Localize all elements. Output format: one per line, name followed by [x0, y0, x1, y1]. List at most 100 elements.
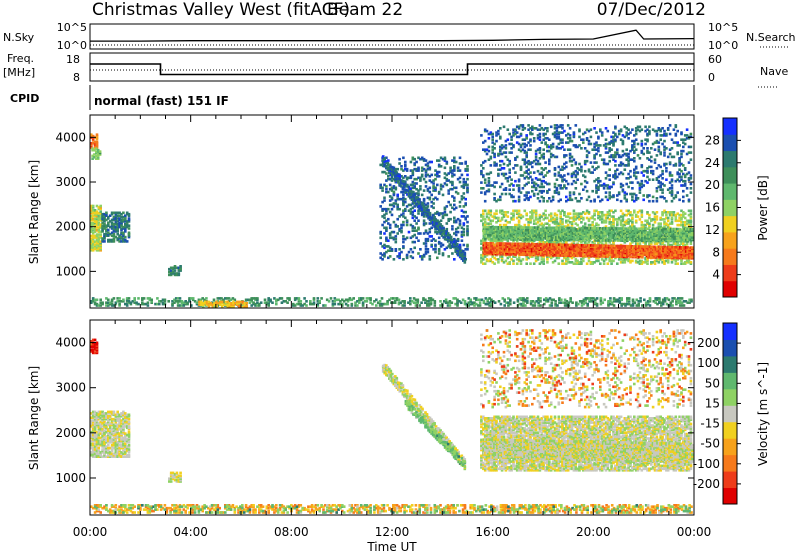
data-cell: [644, 243, 647, 247]
data-cell: [431, 220, 435, 224]
data-cell: [666, 211, 670, 214]
data-cell: [612, 223, 615, 227]
data-cell: [107, 234, 110, 237]
data-cell: [644, 301, 648, 304]
data-cell: [570, 261, 574, 264]
data-cell: [415, 187, 418, 191]
data-cell: [682, 179, 685, 183]
data-cell: [485, 129, 489, 133]
data-cell: [107, 240, 110, 243]
data-cell: [636, 261, 640, 264]
data-cell: [387, 177, 390, 181]
data-cell: [661, 134, 664, 137]
data-cell: [588, 298, 591, 302]
data-cell: [292, 304, 295, 307]
data-cell: [163, 298, 167, 302]
data-cell: [415, 177, 418, 181]
data-cell: [310, 302, 314, 306]
data-cell: [503, 250, 507, 253]
data-cell: [578, 192, 581, 196]
data-cell: [394, 237, 398, 241]
data-cell: [431, 298, 435, 302]
data-cell: [409, 160, 413, 164]
data-cell: [213, 304, 216, 308]
data-cell: [568, 221, 572, 224]
data-cell: [529, 171, 532, 174]
data-cell: [97, 227, 101, 231]
data-cell: [687, 178, 691, 181]
data-cell: [640, 209, 644, 213]
data-cell: [439, 228, 442, 232]
data-cell: [531, 300, 535, 303]
data-cell: [604, 216, 608, 220]
data-cell: [650, 261, 653, 264]
data-cell: [512, 212, 515, 215]
data-cell: [657, 141, 661, 144]
data-cell: [409, 169, 413, 172]
data-cell: [591, 262, 594, 265]
data-cell: [495, 164, 498, 167]
data-cell: [621, 261, 625, 264]
data-cell: [527, 162, 530, 166]
data-cell: [585, 198, 589, 202]
data-cell: [612, 298, 616, 302]
data-cell: [436, 159, 439, 162]
power-scatter-cells: [90, 124, 694, 308]
data-cell: [575, 301, 578, 304]
data-cell: [544, 297, 548, 300]
data-cell: [451, 183, 454, 187]
data-cell: [385, 190, 388, 194]
data-cell: [610, 302, 614, 306]
data-cell: [434, 221, 438, 225]
data-cell: [502, 245, 505, 248]
data-cell: [651, 128, 655, 131]
data-cell: [636, 154, 640, 157]
data-cell: [639, 297, 642, 300]
data-cell: [678, 161, 681, 164]
data-cell: [141, 301, 144, 304]
data-cell: [658, 300, 661, 303]
data-cell: [453, 159, 456, 162]
data-cell: [441, 193, 445, 197]
data-cell: [502, 167, 506, 170]
data-cell: [600, 131, 604, 134]
data-cell: [455, 252, 459, 255]
data-cell: [532, 171, 536, 174]
data-cell: [655, 139, 659, 143]
data-cell: [489, 258, 493, 261]
data-cell: [509, 246, 513, 250]
data-cell: [380, 302, 384, 306]
data-cell: [576, 145, 579, 149]
data-cell: [96, 151, 100, 155]
data-cell: [561, 262, 564, 265]
data-cell: [422, 222, 426, 225]
data-cell: [464, 248, 467, 251]
data-cell: [219, 303, 222, 306]
data-cell: [517, 184, 521, 187]
data-cell: [448, 233, 451, 237]
data-cell: [205, 300, 209, 304]
data-cell: [517, 215, 521, 218]
data-cell: [413, 177, 416, 181]
data-cell: [116, 224, 119, 227]
data-cell: [506, 138, 510, 141]
data-cell: [487, 184, 491, 187]
data-cell: [93, 227, 97, 231]
data-cell: [363, 300, 367, 303]
data-cell: [454, 302, 457, 306]
data-cell: [648, 223, 651, 227]
data-cell: [517, 195, 521, 199]
data-cell: [515, 141, 519, 144]
data-cell: [597, 195, 600, 199]
data-cell: [93, 213, 97, 216]
data-cell: [265, 301, 269, 304]
data-cell: [273, 297, 276, 300]
data-cell: [482, 249, 486, 253]
data-cell: [608, 178, 611, 181]
data-cell: [572, 219, 576, 223]
data-cell: [506, 250, 510, 253]
data-cell: [453, 167, 456, 171]
data-cell: [650, 165, 653, 169]
cpid-text: normal (fast) 151 IF: [94, 94, 229, 108]
data-cell: [633, 225, 636, 228]
